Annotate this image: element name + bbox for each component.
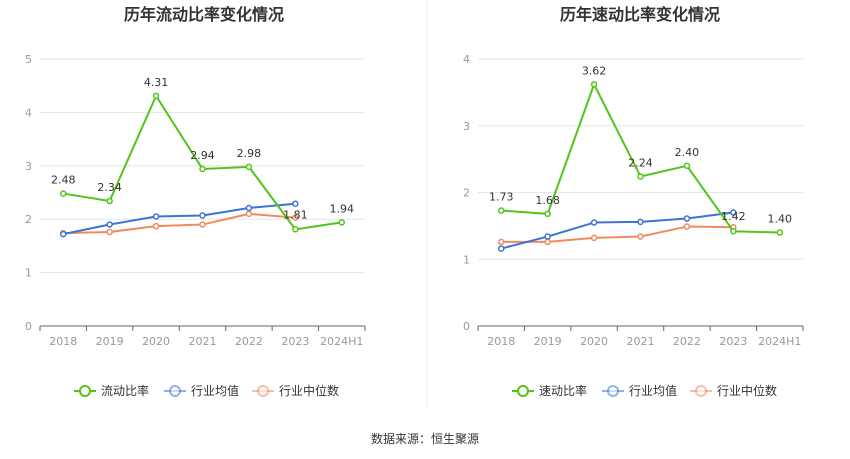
data-label: 2.40	[675, 146, 700, 159]
data-point	[544, 238, 551, 246]
legend-marker	[79, 385, 91, 397]
data-point	[338, 219, 346, 226]
x-tick-label: 2020	[142, 335, 170, 348]
data-point	[637, 173, 644, 180]
x-tick-label: 2022	[235, 335, 263, 348]
y-tick-label: 5	[25, 53, 32, 66]
y-tick-label: 4	[463, 53, 470, 66]
legend-marker	[517, 385, 529, 397]
x-tick-label: 2022	[673, 335, 701, 348]
data-label: 1.94	[330, 202, 355, 215]
y-tick-label: 0	[25, 320, 32, 333]
x-tick-label: 2019	[534, 335, 562, 348]
data-point	[59, 190, 67, 197]
data-point	[59, 230, 67, 238]
legend-label: 行业均值	[629, 383, 677, 398]
legend-marker	[607, 385, 619, 397]
legend-label: 行业中位数	[717, 383, 777, 398]
data-point	[152, 213, 160, 220]
legend-label: 速动比率	[539, 383, 587, 398]
data-point	[292, 214, 299, 221]
data-point	[292, 226, 299, 233]
data-label: 1.81	[283, 208, 308, 221]
data-point	[152, 92, 160, 100]
data-label: 1.42	[721, 210, 746, 223]
data-label: 2.48	[51, 174, 76, 187]
legend-label: 流动比率	[101, 383, 149, 398]
data-point	[245, 210, 253, 218]
y-tick-label: 4	[25, 106, 32, 119]
data-point	[683, 162, 691, 170]
y-tick-label: 2	[463, 187, 470, 200]
data-point	[544, 210, 551, 218]
data-point	[106, 221, 113, 228]
data-point	[199, 212, 206, 219]
data-point	[590, 234, 598, 242]
data-point	[152, 222, 160, 230]
legend-marker	[169, 385, 181, 397]
series-line	[63, 202, 296, 236]
data-point	[497, 245, 505, 252]
data-point	[637, 218, 644, 226]
x-tick-label: 2024H1	[758, 335, 801, 348]
x-tick-label: 2019	[96, 335, 124, 348]
data-point	[199, 221, 206, 228]
y-tick-label: 3	[463, 120, 470, 133]
data-point	[730, 227, 737, 235]
legend-label: 行业中位数	[279, 383, 339, 398]
y-tick-label: 1	[25, 267, 32, 280]
data-point	[245, 163, 253, 171]
data-point	[497, 207, 505, 214]
y-tick-label: 0	[463, 320, 470, 333]
data-label: 2.24	[628, 156, 653, 169]
data-label: 4.31	[144, 76, 169, 89]
series-line	[501, 225, 734, 243]
data-point	[590, 81, 598, 88]
data-point	[683, 215, 691, 222]
x-tick-label: 2023	[719, 335, 747, 348]
x-tick-label: 2024H1	[320, 335, 363, 348]
x-tick-label: 2021	[189, 335, 217, 348]
data-label: 3.62	[582, 64, 607, 77]
y-tick-label: 3	[25, 160, 32, 173]
data-label: 1.68	[535, 194, 560, 207]
data-label: 2.34	[97, 181, 122, 194]
series-line	[500, 211, 734, 250]
chart-title: 历年流动比率变化情况	[124, 5, 284, 24]
data-label: 1.40	[768, 213, 793, 226]
data-point	[544, 233, 551, 240]
x-tick-label: 2021	[627, 335, 655, 348]
x-tick-label: 2018	[487, 335, 515, 348]
x-tick-label: 2020	[580, 335, 608, 348]
data-point	[292, 200, 299, 207]
data-label: 1.73	[489, 191, 514, 204]
source-note: 数据来源：恒生聚源	[371, 431, 479, 446]
data-point	[245, 204, 253, 212]
data-point	[637, 233, 644, 240]
series-line	[63, 212, 296, 235]
data-point	[683, 223, 691, 230]
data-point	[106, 197, 113, 205]
legend-label: 行业均值	[191, 383, 239, 398]
data-point	[497, 238, 505, 246]
y-tick-label: 2	[25, 213, 32, 226]
data-point	[730, 209, 737, 216]
x-tick-label: 2018	[49, 335, 77, 348]
data-label: 2.94	[190, 149, 215, 162]
x-tick-label: 2023	[281, 335, 309, 348]
data-point	[776, 229, 784, 236]
data-point	[590, 219, 598, 226]
y-tick-label: 1	[463, 253, 470, 266]
chart-title: 历年速动比率变化情况	[560, 5, 720, 24]
data-point	[106, 228, 113, 236]
data-point	[199, 165, 206, 173]
legend-marker	[695, 385, 707, 397]
data-label: 2.98	[237, 147, 262, 160]
legend-marker	[257, 385, 269, 397]
